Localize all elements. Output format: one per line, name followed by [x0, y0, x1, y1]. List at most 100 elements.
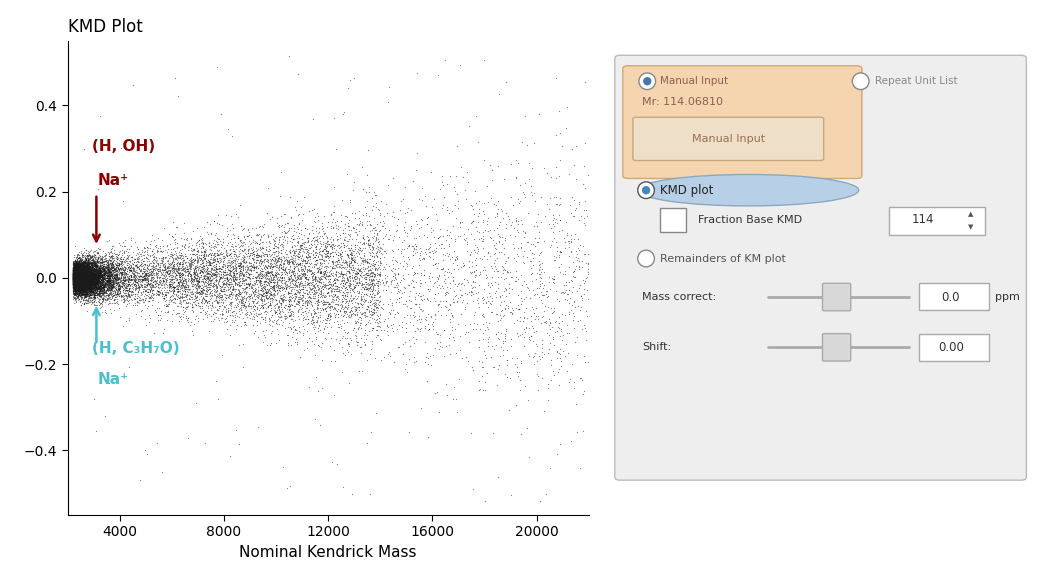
Point	[81, 274, 98, 283]
Point	[260, 276, 277, 285]
Point	[83, 276, 100, 286]
Point	[170, 288, 187, 297]
Point	[78, 260, 95, 269]
Point	[475, 206, 492, 215]
Point	[371, 246, 388, 255]
Point	[78, 287, 95, 296]
Point	[76, 272, 93, 282]
Point	[341, 267, 357, 276]
Point	[342, 280, 358, 289]
Point	[79, 272, 96, 281]
Point	[76, 285, 93, 294]
Point	[105, 292, 122, 301]
Point	[70, 269, 86, 279]
Point	[309, 326, 326, 335]
Point	[320, 255, 337, 265]
Point	[292, 240, 308, 250]
Point	[91, 286, 107, 295]
Point	[140, 277, 156, 286]
Point	[313, 267, 329, 276]
Point	[240, 301, 256, 311]
Point	[281, 51, 298, 61]
Point	[74, 282, 91, 291]
Point	[546, 370, 563, 379]
Point	[66, 282, 82, 291]
Point	[69, 272, 85, 282]
Point	[209, 269, 226, 279]
Point	[72, 280, 89, 289]
Point	[222, 306, 239, 315]
Point	[80, 279, 97, 289]
Point	[159, 300, 176, 309]
Point	[190, 277, 206, 286]
Point	[68, 281, 84, 290]
Point	[71, 267, 88, 276]
Point	[68, 274, 84, 283]
Point	[74, 279, 91, 289]
Point	[223, 278, 240, 287]
Point	[65, 273, 81, 282]
Point	[68, 276, 84, 286]
Point	[65, 292, 81, 301]
Point	[72, 274, 89, 283]
Point	[78, 275, 95, 284]
Point	[109, 271, 126, 280]
Point	[65, 265, 81, 275]
Point	[219, 231, 235, 240]
Point	[81, 297, 98, 307]
Point	[67, 279, 83, 288]
Point	[70, 273, 86, 282]
Point	[200, 290, 217, 299]
Point	[347, 318, 364, 327]
Point	[67, 276, 83, 286]
Point	[147, 240, 164, 250]
Point	[324, 263, 341, 272]
Point	[69, 270, 85, 279]
Point	[77, 250, 94, 260]
Point	[66, 268, 82, 278]
Point	[74, 264, 91, 274]
Point	[149, 282, 166, 292]
Point	[534, 352, 550, 361]
Point	[157, 295, 174, 304]
Point	[83, 264, 100, 273]
Point	[100, 267, 117, 276]
Point	[65, 276, 81, 286]
Point	[66, 265, 82, 275]
Point	[86, 274, 103, 283]
Point	[201, 238, 218, 247]
Point	[67, 275, 83, 284]
Point	[90, 290, 106, 299]
Point	[212, 283, 228, 293]
Point	[575, 386, 592, 396]
Point	[86, 279, 103, 289]
Point	[217, 314, 233, 324]
Point	[72, 274, 89, 283]
Point	[96, 254, 113, 264]
Point	[290, 298, 306, 307]
Point	[315, 279, 331, 289]
Point	[68, 276, 84, 285]
Point	[108, 261, 125, 270]
Point	[79, 267, 96, 276]
Point	[78, 269, 95, 279]
Point	[90, 267, 106, 276]
Point	[70, 271, 86, 280]
Point	[69, 279, 85, 289]
Point	[417, 323, 433, 332]
Point	[70, 278, 86, 288]
Point	[69, 267, 85, 276]
Point	[325, 295, 342, 304]
Point	[184, 281, 201, 290]
Point	[88, 268, 104, 277]
Point	[93, 263, 109, 272]
Point	[565, 283, 581, 292]
Point	[508, 401, 525, 410]
Point	[72, 269, 89, 278]
Point	[296, 261, 313, 271]
Point	[79, 282, 96, 292]
Point	[70, 284, 86, 293]
Point	[75, 276, 92, 285]
Point	[540, 291, 556, 300]
Point	[340, 348, 356, 357]
